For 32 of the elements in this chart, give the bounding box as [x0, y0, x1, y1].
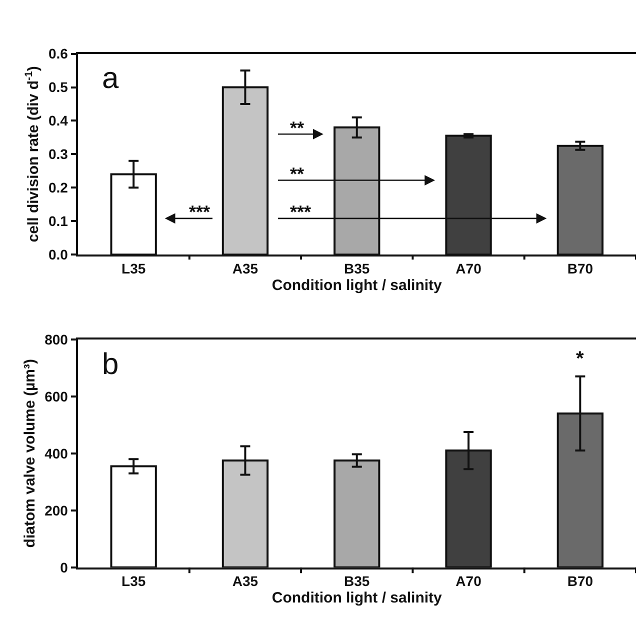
x-tick-label: B35 [344, 573, 370, 590]
y-tick-label: 0.3 [48, 146, 68, 162]
y-tick-label: 0.2 [48, 180, 68, 196]
x-tick-label: A35 [232, 573, 258, 590]
annotation: *** [189, 202, 210, 222]
y-axis-title: diatom valve volume (µm³) [21, 359, 38, 548]
y-tick-label: 800 [44, 331, 68, 348]
y-tick-label: 400 [44, 445, 68, 462]
y-tick-label: 0.1 [48, 213, 68, 230]
chart-title: b [102, 348, 119, 381]
x-axis-title: Condition light / salinity [272, 590, 443, 607]
y-tick-label: 0.4 [48, 112, 68, 129]
x-tick-label: B70 [567, 573, 594, 590]
chart-title: a [102, 62, 119, 95]
y-tick-label: 600 [44, 388, 68, 404]
annotation: ** [290, 118, 304, 138]
x-tick-label: L35 [122, 573, 146, 590]
y-tick-label: 0.5 [48, 79, 68, 96]
y-tick-label: 200 [44, 502, 68, 518]
annotation: * [576, 348, 584, 370]
annotation: *** [290, 202, 312, 222]
annotation: ** [290, 164, 304, 184]
y-tick-label: 0.6 [48, 46, 68, 62]
x-tick-label: B70 [567, 260, 594, 276]
x-tick-label: A70 [456, 573, 482, 590]
x-tick-label: B35 [344, 260, 370, 276]
y-tick-label: 0 [60, 559, 68, 576]
x-tick-label: A70 [456, 260, 482, 276]
y-tick-label: 0.0 [48, 246, 68, 262]
x-axis-title: Condition light / salinity [272, 276, 443, 294]
x-tick-label: A35 [232, 260, 258, 276]
x-tick-label: L35 [122, 260, 146, 276]
